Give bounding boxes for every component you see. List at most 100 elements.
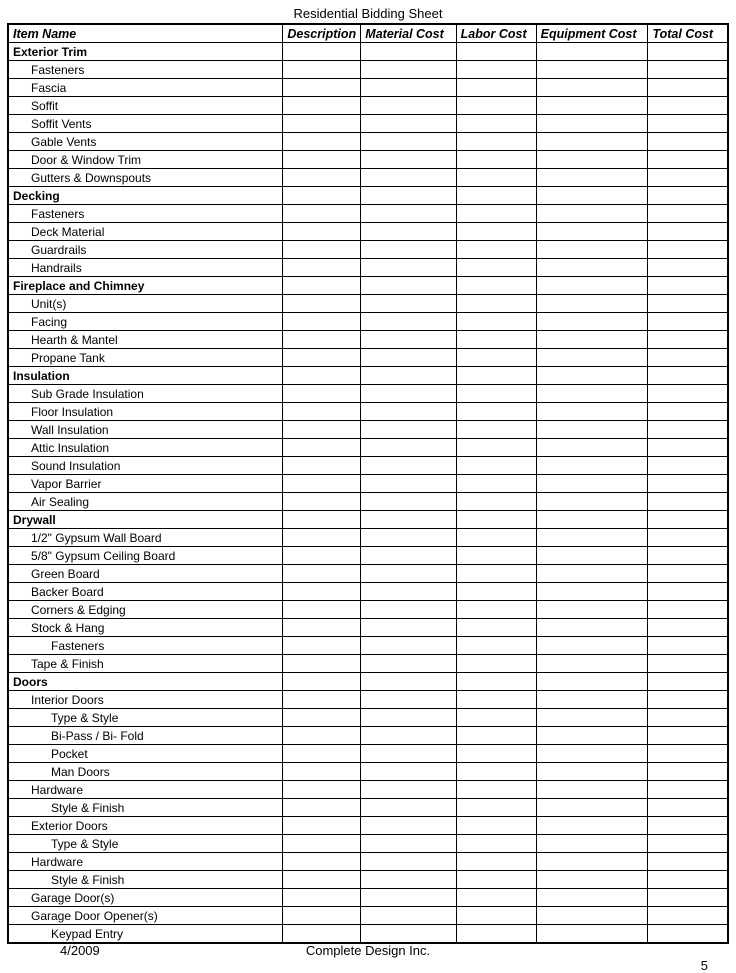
- value-cell: [456, 799, 536, 817]
- value-cell: [456, 169, 536, 187]
- value-cell: [536, 43, 648, 61]
- value-cell: [536, 313, 648, 331]
- table-row: Floor Insulation: [8, 403, 728, 421]
- value-cell: [283, 115, 361, 133]
- value-cell: [648, 673, 728, 691]
- table-row: Soffit: [8, 97, 728, 115]
- value-cell: [283, 223, 361, 241]
- value-cell: [648, 457, 728, 475]
- value-cell: [648, 421, 728, 439]
- table-row: Gable Vents: [8, 133, 728, 151]
- table-row: Style & Finish: [8, 871, 728, 889]
- value-cell: [648, 115, 728, 133]
- value-cell: [361, 61, 456, 79]
- header-labor-cost: Labor Cost: [456, 24, 536, 43]
- item-name-cell: Wall Insulation: [8, 421, 283, 439]
- table-row: Attic Insulation: [8, 439, 728, 457]
- value-cell: [536, 205, 648, 223]
- value-cell: [536, 349, 648, 367]
- value-cell: [456, 925, 536, 944]
- value-cell: [283, 853, 361, 871]
- value-cell: [536, 673, 648, 691]
- table-row: Garage Door Opener(s): [8, 907, 728, 925]
- table-row: 5/8" Gypsum Ceiling Board: [8, 547, 728, 565]
- item-name-cell: Gable Vents: [8, 133, 283, 151]
- value-cell: [536, 97, 648, 115]
- value-cell: [648, 925, 728, 944]
- table-row: Bi-Pass / Bi- Fold: [8, 727, 728, 745]
- value-cell: [361, 43, 456, 61]
- value-cell: [361, 907, 456, 925]
- item-name-cell: 1/2" Gypsum Wall Board: [8, 529, 283, 547]
- value-cell: [456, 745, 536, 763]
- table-row: Backer Board: [8, 583, 728, 601]
- item-name-cell: Air Sealing: [8, 493, 283, 511]
- value-cell: [361, 115, 456, 133]
- value-cell: [648, 331, 728, 349]
- value-cell: [536, 403, 648, 421]
- value-cell: [536, 475, 648, 493]
- value-cell: [648, 565, 728, 583]
- value-cell: [456, 97, 536, 115]
- value-cell: [536, 637, 648, 655]
- value-cell: [536, 565, 648, 583]
- value-cell: [648, 241, 728, 259]
- value-cell: [648, 313, 728, 331]
- value-cell: [361, 709, 456, 727]
- table-row: Sound Insulation: [8, 457, 728, 475]
- item-name-cell: Type & Style: [8, 709, 283, 727]
- value-cell: [536, 745, 648, 763]
- item-name-cell: Fasteners: [8, 205, 283, 223]
- item-name-cell: Unit(s): [8, 295, 283, 313]
- value-cell: [536, 115, 648, 133]
- value-cell: [536, 907, 648, 925]
- value-cell: [536, 421, 648, 439]
- item-name-cell: Insulation: [8, 367, 283, 385]
- value-cell: [456, 781, 536, 799]
- value-cell: [456, 691, 536, 709]
- value-cell: [283, 43, 361, 61]
- value-cell: [456, 601, 536, 619]
- table-row: Propane Tank: [8, 349, 728, 367]
- table-row: Fireplace and Chimney: [8, 277, 728, 295]
- value-cell: [456, 421, 536, 439]
- value-cell: [648, 817, 728, 835]
- table-row: Exterior Doors: [8, 817, 728, 835]
- value-cell: [648, 187, 728, 205]
- table-row: Facing: [8, 313, 728, 331]
- value-cell: [456, 439, 536, 457]
- value-cell: [361, 349, 456, 367]
- value-cell: [648, 277, 728, 295]
- value-cell: [536, 691, 648, 709]
- item-name-cell: Stock & Hang: [8, 619, 283, 637]
- value-cell: [283, 79, 361, 97]
- value-cell: [648, 79, 728, 97]
- value-cell: [283, 547, 361, 565]
- item-name-cell: Gutters & Downspouts: [8, 169, 283, 187]
- item-name-cell: Interior Doors: [8, 691, 283, 709]
- value-cell: [536, 151, 648, 169]
- value-cell: [361, 151, 456, 169]
- value-cell: [283, 781, 361, 799]
- item-name-cell: Floor Insulation: [8, 403, 283, 421]
- item-name-cell: Man Doors: [8, 763, 283, 781]
- value-cell: [648, 349, 728, 367]
- table-row: Interior Doors: [8, 691, 728, 709]
- value-cell: [648, 169, 728, 187]
- value-cell: [536, 493, 648, 511]
- value-cell: [536, 79, 648, 97]
- value-cell: [283, 97, 361, 115]
- value-cell: [283, 583, 361, 601]
- item-name-cell: Soffit Vents: [8, 115, 283, 133]
- value-cell: [361, 601, 456, 619]
- value-cell: [536, 583, 648, 601]
- value-cell: [283, 277, 361, 295]
- item-name-cell: Type & Style: [8, 835, 283, 853]
- value-cell: [536, 853, 648, 871]
- item-name-cell: Fasteners: [8, 61, 283, 79]
- value-cell: [361, 619, 456, 637]
- value-cell: [536, 727, 648, 745]
- item-name-cell: 5/8" Gypsum Ceiling Board: [8, 547, 283, 565]
- value-cell: [456, 907, 536, 925]
- item-name-cell: Facing: [8, 313, 283, 331]
